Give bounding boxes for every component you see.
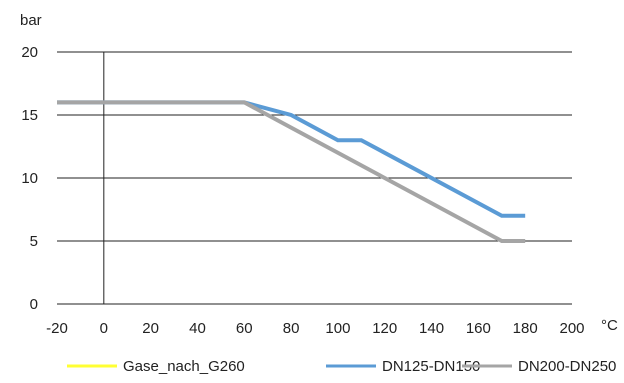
gridlines <box>57 51 572 305</box>
y-tick-label: 15 <box>21 107 38 124</box>
x-tick-labels: -20 0 20 40 60 80 100 120 140 160 180 200 <box>46 320 584 337</box>
legend-label: DN200-DN250 <box>518 358 616 375</box>
x-tick-label: 180 <box>513 320 538 337</box>
x-tick-label: 120 <box>372 320 397 337</box>
y-tick-label: 5 <box>30 233 38 250</box>
legend: Gase_nach_G260 DN125-DN150 DN200-DN250 <box>67 358 616 375</box>
x-tick-label: 20 <box>142 320 159 337</box>
y-tick-label: 10 <box>21 170 38 187</box>
x-tick-label: 80 <box>283 320 300 337</box>
x-tick-label: 160 <box>466 320 491 337</box>
x-tick-label: 40 <box>189 320 206 337</box>
x-tick-label: -20 <box>46 320 68 337</box>
series-line-DN200-DN250 <box>57 100 526 243</box>
x-axis-unit-label: °C <box>601 317 618 334</box>
series-line-DN125-DN150 <box>57 100 526 218</box>
x-tick-label: 140 <box>419 320 444 337</box>
x-tick-label: 60 <box>236 320 253 337</box>
series-lines <box>57 100 526 243</box>
y-tick-labels: 0 5 10 15 20 <box>21 44 38 313</box>
legend-label: Gase_nach_G260 <box>123 358 245 375</box>
legend-label: DN125-DN150 <box>382 358 480 375</box>
x-tick-label: 100 <box>325 320 350 337</box>
y-tick-label: 0 <box>30 296 38 313</box>
y-axis-unit-label: bar <box>20 12 42 29</box>
y-tick-label: 20 <box>21 44 38 61</box>
x-tick-label: 0 <box>100 320 108 337</box>
x-tick-label: 200 <box>559 320 584 337</box>
